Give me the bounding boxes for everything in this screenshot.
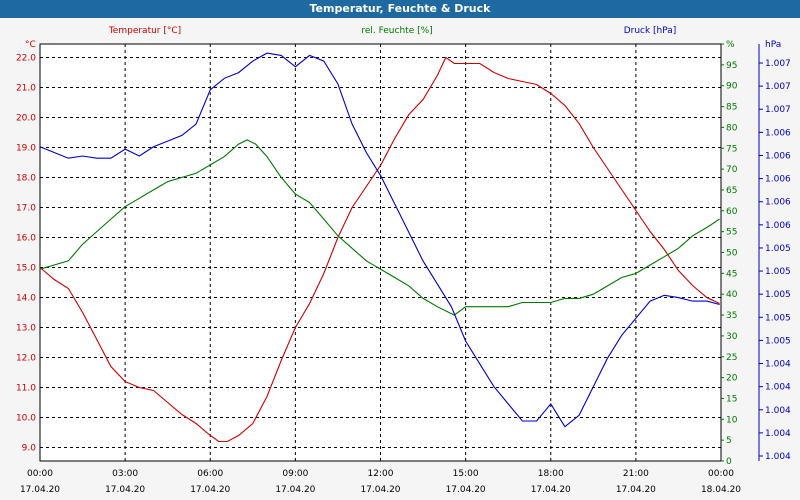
humidity-tick-label: 20 [726,374,738,384]
x-tick-date: 17.04.20 [190,485,230,495]
humidity-tick-label: 60 [726,207,738,217]
chart-title: Temperatur, Feuchte & Druck [309,2,491,15]
humidity-tick-label: 15 [726,394,737,404]
x-tick-date: 17.04.20 [275,485,315,495]
pressure-tick-label: 1.005 [765,290,791,300]
pressure-tick-label: 1.004 [765,360,791,370]
x-tick-time: 03:00 [112,469,138,479]
humidity-tick-label: 10 [726,415,738,425]
pressure-tick-label: 1.005 [765,336,791,346]
humidity-tick-label: 65 [726,186,737,196]
pressure-tick-label: 1.007 [765,59,791,69]
humidity-tick-label: 35 [726,311,737,321]
pressure-tick-label: 1.006 [765,128,791,138]
pressure-series-line [39,52,720,428]
humidity-tick-label: 75 [726,144,737,154]
temperature-tick-label: 12.0 [16,354,36,364]
temperature-tick-label: 19.0 [16,144,36,154]
x-tick-date: 18.04.20 [701,485,741,495]
series [39,52,720,443]
pressure-tick-label: 1.006 [765,221,791,231]
humidity-tick-label: 5 [726,436,732,446]
temperature-series-line [39,56,720,443]
pressure-tick-label: 1.006 [765,151,791,161]
temperature-tick-label: 18.0 [16,174,36,184]
humidity-tick-label: 85 [726,103,737,113]
temperature-axis-label: Temperatur [°C] [108,26,181,36]
pressure-tick-label: 1.005 [765,313,791,323]
x-tick-time: 18:00 [538,469,564,479]
humidity-tick-label: 45 [726,269,737,279]
x-tick-date: 17.04.20 [531,485,571,495]
pressure-axis-label: Druck [hPa] [624,26,677,36]
humidity-tick-label: 90 [726,82,738,92]
pressure-tick-label: 1.006 [765,175,791,185]
pressure-tick-label: 1.007 [765,82,791,92]
x-tick-date: 17.04.20 [616,485,656,495]
x-tick-date: 17.04.20 [446,485,486,495]
x-tick-time: 06:00 [197,469,223,479]
x-tick-date: 17.04.20 [20,485,60,495]
temperature-tick-label: 15.0 [16,264,36,274]
humidity-tick-label: 95 [726,61,737,71]
x-tick-time: 21:00 [623,469,649,479]
x-tick-time: 12:00 [368,469,394,479]
temperature-tick-label: 21.0 [16,84,36,94]
chart-title-bar: Temperatur, Feuchte & Druck [0,0,800,18]
x-tick-date: 17.04.20 [105,485,145,495]
pressure-tick-label: 1.007 [765,105,791,115]
pressure-tick-label: 1.004 [765,429,791,439]
pressure-tick-label: 1.004 [765,383,791,393]
temperature-tick-label: 16.0 [16,234,36,244]
humidity-tick-label: 40 [726,290,738,300]
humidity-tick-label: 80 [726,123,738,133]
x-tick-time: 00:00 [708,469,734,479]
temperature-tick-label: 11.0 [16,384,36,394]
humidity-series-line [39,139,720,316]
pressure-tick-label: 1.005 [765,244,791,254]
pressure-tick-label: 1.004 [765,406,791,416]
x-tick-time: 15:00 [453,469,479,479]
humidity-tick-label: 50 [726,249,738,259]
humidity-tick-label: 0 [726,457,732,467]
temperature-tick-label: 9.0 [22,444,37,454]
ticks: 00:00 17.04.20 03:00 17.04.20 06:00 17.04.20 0… [16,40,791,495]
humidity-tick-label: % [726,40,735,50]
humidity-tick-label: 70 [726,165,738,175]
temperature-tick-label: 17.0 [16,204,36,214]
pressure-axis-unit: hPa [765,40,781,50]
humidity-tick-label: 30 [726,332,738,342]
temperature-tick-label: 22.0 [16,54,36,64]
x-tick-time: 00:00 [27,469,53,479]
x-tick-time: 09:00 [282,469,308,479]
temperature-tick-label: 10.0 [16,414,36,424]
humidity-tick-label: 55 [726,228,737,238]
humidity-axis-label: rel. Feuchte [%] [361,26,432,36]
temperature-axis-unit: °C [25,40,36,50]
temperature-tick-label: 13.0 [16,324,36,334]
pressure-tick-label: 1.006 [765,198,791,208]
plot-area [39,43,722,462]
pressure-tick-label: 1.005 [765,267,791,277]
humidity-tick-label: 25 [726,353,737,363]
temperature-tick-label: 14.0 [16,294,36,304]
temperature-tick-label: 20.0 [16,114,36,124]
x-tick-date: 17.04.20 [360,485,400,495]
pressure-tick-label: 1.004 [765,452,791,462]
